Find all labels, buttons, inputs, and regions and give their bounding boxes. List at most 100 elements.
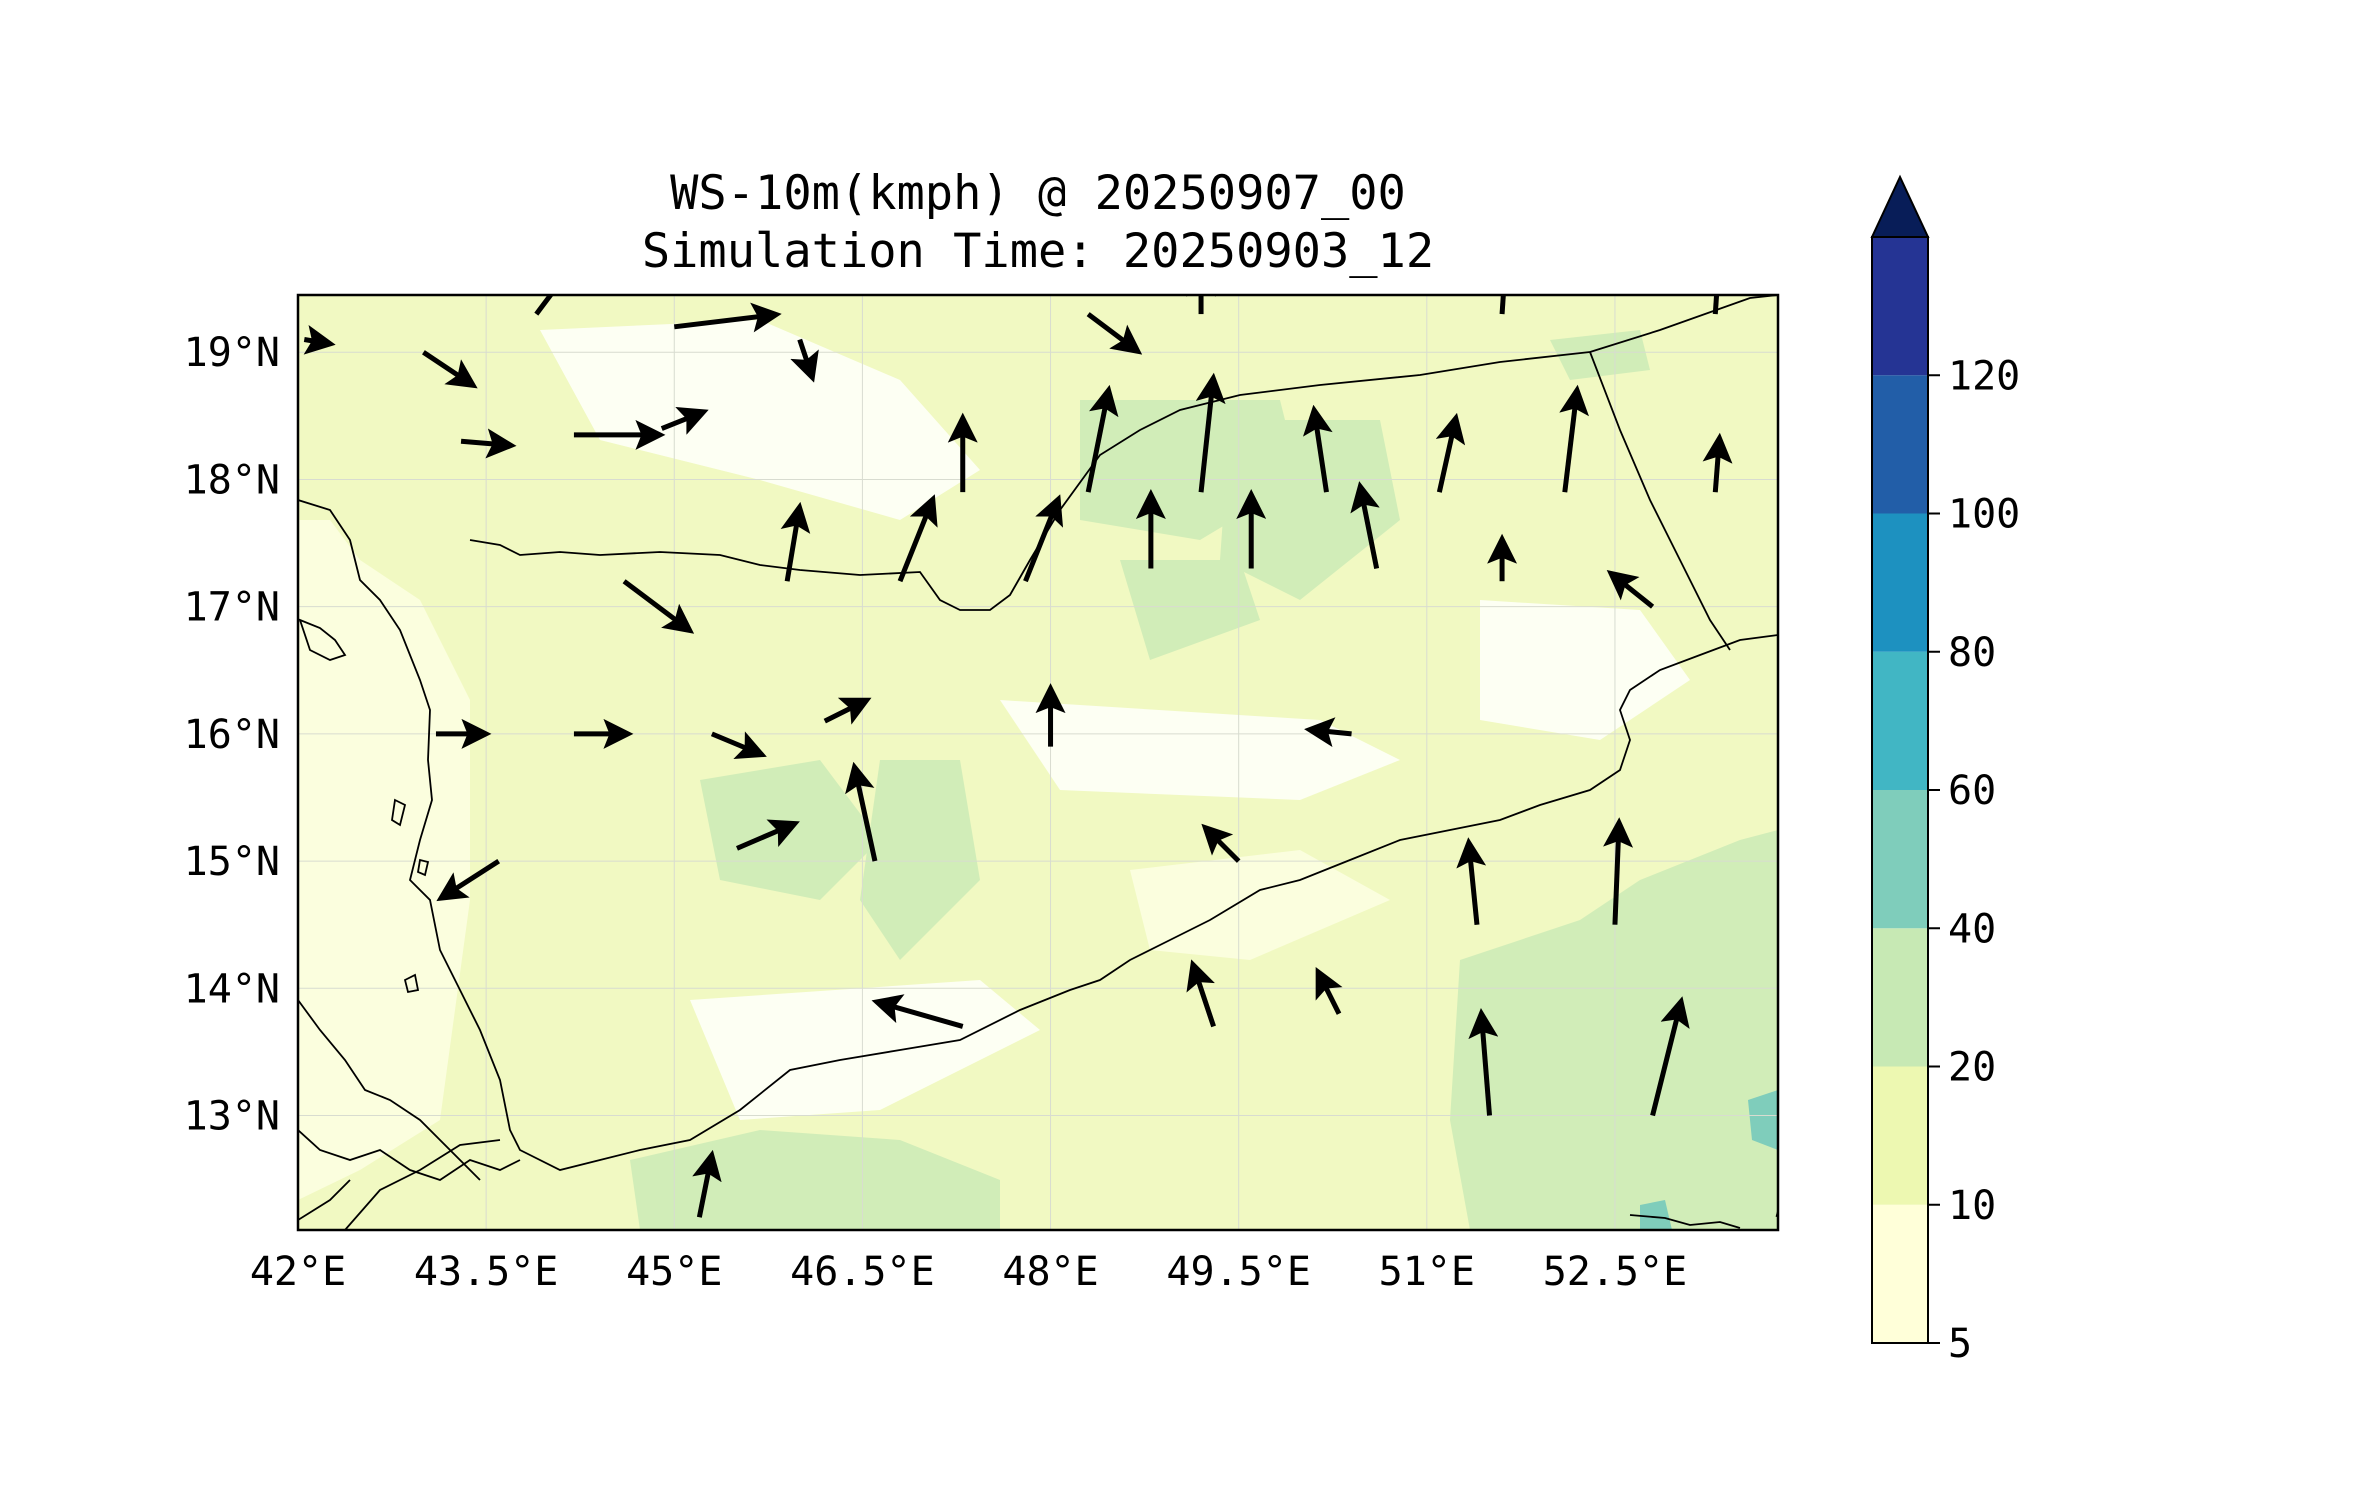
coastline-djibouti <box>298 1129 521 1181</box>
y-tick-label: 18°N <box>184 457 280 503</box>
map-frame <box>296 293 1780 1232</box>
colorbar-segment <box>1872 790 1928 929</box>
y-tick-label: 19°N <box>184 330 280 376</box>
field-patch-5-10 <box>1480 600 1690 740</box>
wind-vector-arrow <box>1456 837 1487 925</box>
border-saudi-yemen <box>469 351 1591 611</box>
field-patch-5-10 <box>1000 700 1400 800</box>
y-tick-label: 17°N <box>184 585 280 631</box>
wind-vector-arrow <box>1712 295 1720 315</box>
colorbar-tick-label: 100 <box>1948 492 2020 538</box>
x-tick-label: 52.5°E <box>1543 1249 1688 1295</box>
island <box>391 798 407 827</box>
wind-vector-arrow <box>1606 569 1655 609</box>
y-tick-label: 13°N <box>184 1094 280 1140</box>
wind-vector-arrow <box>1315 967 1343 1015</box>
colorbar-segment <box>1872 651 1928 790</box>
x-tick-label: 45°E <box>626 1249 722 1295</box>
wind-vector-arrow <box>897 494 938 583</box>
coastline-eritrea <box>298 999 481 1181</box>
wind-vector-arrow <box>1775 1207 1778 1218</box>
wind-vector-arrow <box>460 428 517 459</box>
wind-vector-arrow <box>1186 959 1216 1028</box>
wind-vector-arrow <box>845 761 878 862</box>
wind-vector-arrow <box>1702 432 1733 493</box>
field-patch-5-10 <box>1130 850 1390 960</box>
colorbar-segment <box>1872 928 1928 1067</box>
wind-vector-arrow <box>710 731 767 760</box>
coastlines-and-borders <box>298 295 1778 1230</box>
island <box>416 858 430 877</box>
wind-vector-arrow <box>1559 384 1589 493</box>
field-patch-20-40 <box>1550 330 1650 380</box>
wind-vector-arrow <box>735 819 800 851</box>
colorbar-tick-label: 120 <box>1948 353 2020 399</box>
field-patch-5-10 <box>690 980 1040 1120</box>
wind-vector-arrow <box>1435 412 1466 493</box>
title-line-2: Simulation Time: 20250903_12 <box>641 224 1435 279</box>
wind-vector-arrow <box>673 302 782 333</box>
wind-vector-arrow <box>823 697 872 725</box>
colorbar-segment <box>1872 375 1928 514</box>
gridlines <box>298 295 1778 1230</box>
socotra <box>1629 1214 1741 1229</box>
colorbar-tick-label: 60 <box>1948 768 1996 814</box>
border-yemen-oman <box>1589 351 1731 651</box>
wind-speed-field <box>298 295 1778 1230</box>
coastline-red-sea-east <box>298 499 1778 1171</box>
wind-vector-arrow <box>1603 817 1634 925</box>
wind-vector-arrow <box>660 407 709 435</box>
field-patch-20-40 <box>860 760 980 960</box>
wind-vector-arrow <box>780 501 811 582</box>
colorbar: 5 10 20 40 60 80 100 120 <box>1870 174 2020 1367</box>
wind-vector-arrow <box>622 579 695 634</box>
wind-vectors <box>303 295 1778 1218</box>
colorbar-segment <box>1872 237 1928 376</box>
field-patch-40-60 <box>1748 1090 1778 1150</box>
colorbar-tick-label: 40 <box>1948 906 1996 952</box>
wind-vector-arrow <box>534 295 554 316</box>
colorbar-tick-label: 5 <box>1948 1321 1972 1367</box>
x-tick-label: 51°E <box>1379 1249 1475 1295</box>
wind-vector-arrow <box>1086 312 1143 355</box>
wind-vector-arrow <box>1023 494 1064 583</box>
wind-vector-arrow <box>1302 404 1333 493</box>
colorbar-segment <box>1872 1066 1928 1205</box>
wind-vector-arrow <box>1499 295 1506 315</box>
field-patch-5-10 <box>540 320 980 520</box>
wind-vector-arrow <box>436 858 501 902</box>
y-axis: 13°N 14°N 15°N 16°N 17°N 18°N 19°N <box>184 330 280 1139</box>
x-tick-label: 49.5°E <box>1166 1249 1311 1295</box>
island <box>298 618 347 661</box>
field-patch-40-60 <box>1640 1200 1672 1230</box>
field-patch-20-40 <box>630 1130 1000 1230</box>
wind-vector-arrow <box>1195 372 1226 493</box>
wind-vector-arrow <box>1650 996 1690 1117</box>
colorbar-extend-triangle <box>1870 174 1930 238</box>
wind-vector-arrow <box>1085 384 1119 493</box>
border-saudi-oman <box>1589 295 1778 353</box>
wind-vector-arrow <box>1350 481 1380 569</box>
wind-vector-arrow <box>871 994 964 1029</box>
colorbar-tick-label: 20 <box>1948 1045 1996 1091</box>
y-tick-label: 14°N <box>184 966 280 1012</box>
title-line-1: WS-10m(kmph) @ 20250907_00 <box>670 166 1406 221</box>
x-axis: 42°E 43.5°E 45°E 46.5°E 48°E 49.5°E 51°E 52.5°E <box>250 1249 1687 1295</box>
field-patch-20-40 <box>1220 420 1400 600</box>
border-ethiopia <box>298 1179 351 1221</box>
wind-vector-arrow <box>692 1149 722 1218</box>
field-patch-20-40 <box>1450 830 1778 1230</box>
x-tick-label: 43.5°E <box>414 1249 559 1295</box>
wind-vector-arrow <box>1304 717 1352 748</box>
coastline-horn <box>344 1139 501 1230</box>
wind-vector-arrow <box>303 325 336 355</box>
field-patch-5-10 <box>298 520 470 1200</box>
field-patch-20-40 <box>1120 560 1260 660</box>
x-tick-label: 48°E <box>1002 1249 1098 1295</box>
colorbar-segment <box>1872 513 1928 652</box>
wind-vector-arrow <box>1468 1008 1499 1116</box>
island <box>403 973 420 994</box>
x-tick-label: 42°E <box>250 1249 346 1295</box>
